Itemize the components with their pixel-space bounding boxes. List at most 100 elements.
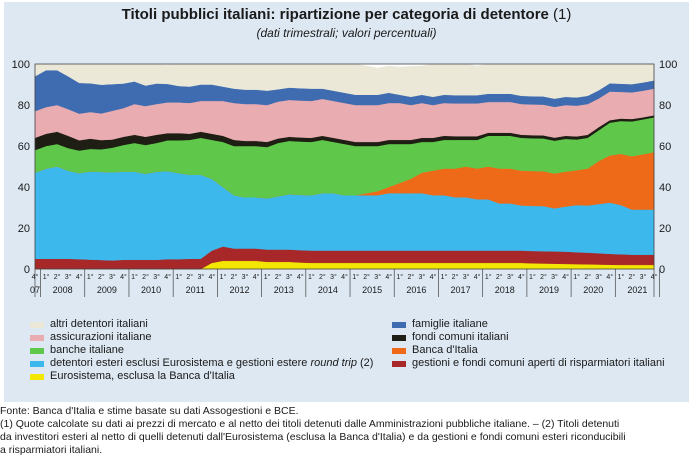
x-tick-quarter: 1° (617, 273, 624, 281)
x-tick-quarter: 1° (131, 273, 138, 281)
chart-title: Titoli pubblici italiani: ripartizione p… (121, 6, 572, 23)
x-tick-quarter: 3° (65, 273, 72, 281)
legend-label-detentori-esteri: detentori esteri esclusi Eurosistema e g… (50, 357, 374, 369)
y-tick-label-right: 40 (659, 182, 671, 194)
x-tick-quarter: 1° (43, 273, 50, 281)
y-tick-label-right: 0 (659, 264, 665, 276)
x-tick-quarter: 1° (573, 273, 580, 281)
footnote-line: (1) Quote calcolate su dati ai prezzi di… (0, 418, 620, 430)
x-year-label: 2019 (539, 285, 559, 295)
x-tick-quarter: 3° (242, 273, 249, 281)
legend-swatch (392, 335, 406, 341)
x-tick-quarter: 1° (441, 273, 448, 281)
y-tick-label-left: 80 (18, 100, 30, 112)
x-tick-quarter: 4° (76, 273, 83, 281)
x-year-label: 2015 (362, 285, 382, 295)
x-tick-quarter: 4° (164, 273, 171, 281)
x-year-label: 2020 (583, 285, 603, 295)
chart-subtitle: (dati trimestrali; valori percentuali) (256, 26, 437, 40)
x-tick-quarter: 3° (463, 273, 470, 281)
x-tick-quarter: 4° (562, 273, 569, 281)
footnotes: Fonte: Banca d'Italia e stime basate su … (0, 405, 693, 457)
x-tick-quarter: 1° (308, 273, 315, 281)
legend-swatch (30, 361, 44, 367)
x-tick-quarter: 4° (341, 273, 348, 281)
x-tick-quarter: 3° (330, 273, 337, 281)
x-tick-quarter: 2° (629, 273, 636, 281)
x-year-label: 2008 (53, 285, 73, 295)
source-note: Fonte: Banca d'Italia e stime basate su … (0, 405, 299, 417)
x-tick-quarter: 3° (374, 273, 381, 281)
x-year-label: 2012 (229, 285, 249, 295)
footnote-line: da investitori esteri al netto di quelli… (0, 431, 626, 443)
y-tick-label-right: 60 (659, 141, 671, 153)
x-tick-quarter: 2° (496, 273, 503, 281)
x-tick-quarter: 4° (297, 273, 304, 281)
legend-swatch (392, 361, 406, 367)
x-year-label: 2021 (627, 285, 647, 295)
x-tick-quarter: 4° (253, 273, 260, 281)
y-tick-label-right: 100 (659, 59, 677, 71)
x-tick-quarter: 2° (98, 273, 105, 281)
y-tick-label-left: 60 (18, 141, 30, 153)
x-tick-quarter: 4° (430, 273, 437, 281)
legend-swatch (30, 348, 44, 354)
legend-swatch (30, 374, 44, 380)
x-year-label: 07 (30, 285, 40, 295)
x-tick-quarter: 2° (319, 273, 326, 281)
x-tick-quarter: 1° (485, 273, 492, 281)
x-tick-quarter: 4° (518, 273, 525, 281)
y-tick-label-left: 20 (18, 223, 30, 235)
legend-swatch (30, 335, 44, 341)
x-tick-quarter: 1° (529, 273, 536, 281)
x-year-label: 2010 (141, 285, 161, 295)
x-tick-quarter: 1° (264, 273, 271, 281)
title-note: (1) (553, 6, 572, 23)
x-tick-quarter: 4° (474, 273, 481, 281)
legend-swatch (392, 322, 406, 328)
x-tick-quarter: 4° (606, 273, 613, 281)
x-tick-quarter: 2° (363, 273, 370, 281)
x-tick-quarter: 4° (385, 273, 392, 281)
y-tick-label-right: 20 (659, 223, 671, 235)
x-tick-quarter: 2° (584, 273, 591, 281)
x-tick-quarter: 3° (595, 273, 602, 281)
y-tick-label-left: 0 (24, 264, 30, 276)
x-year-label: 2016 (406, 285, 426, 295)
y-tick-label-right: 80 (659, 100, 671, 112)
x-tick-quarter: 3° (551, 273, 558, 281)
x-year-label: 2009 (97, 285, 117, 295)
x-year-label: 2017 (451, 285, 471, 295)
x-tick-quarter: 4° (120, 273, 127, 281)
x-tick-quarter: 3° (109, 273, 116, 281)
x-tick-quarter: 2° (407, 273, 414, 281)
y-tick-label-left: 100 (12, 59, 30, 71)
x-tick-quarter: 1° (352, 273, 359, 281)
x-year-label: 2014 (318, 285, 338, 295)
x-tick-quarter: 3° (153, 273, 160, 281)
x-tick-quarter: 2° (231, 273, 238, 281)
x-tick-quarter: 3° (507, 273, 514, 281)
x-year-label: 2018 (495, 285, 515, 295)
footnote-line: a risparmiatori italiani. (0, 444, 103, 456)
x-tick-quarter: 1° (220, 273, 227, 281)
x-tick-quarter: 1° (175, 273, 182, 281)
x-tick-quarter: 3° (419, 273, 426, 281)
x-tick-quarter: 2° (540, 273, 547, 281)
x-tick-quarter: 2° (452, 273, 459, 281)
plot-frame (34, 63, 655, 270)
x-tick-quarter: 3° (197, 273, 204, 281)
x-tick-quarter: 2° (275, 273, 282, 281)
x-tick-quarter: 2° (186, 273, 193, 281)
x-tick-quarter: 2° (142, 273, 149, 281)
x-year-label: 2013 (274, 285, 294, 295)
legend-swatch (30, 322, 44, 328)
x-tick-quarter: 1° (87, 273, 94, 281)
legend-swatch (392, 348, 406, 354)
x-year-label: 2011 (186, 285, 205, 295)
x-tick-quarter: 3° (286, 273, 293, 281)
y-tick-label-left: 40 (18, 182, 30, 194)
x-tick-quarter: 2° (54, 273, 61, 281)
x-tick-quarter: 4° (209, 273, 216, 281)
